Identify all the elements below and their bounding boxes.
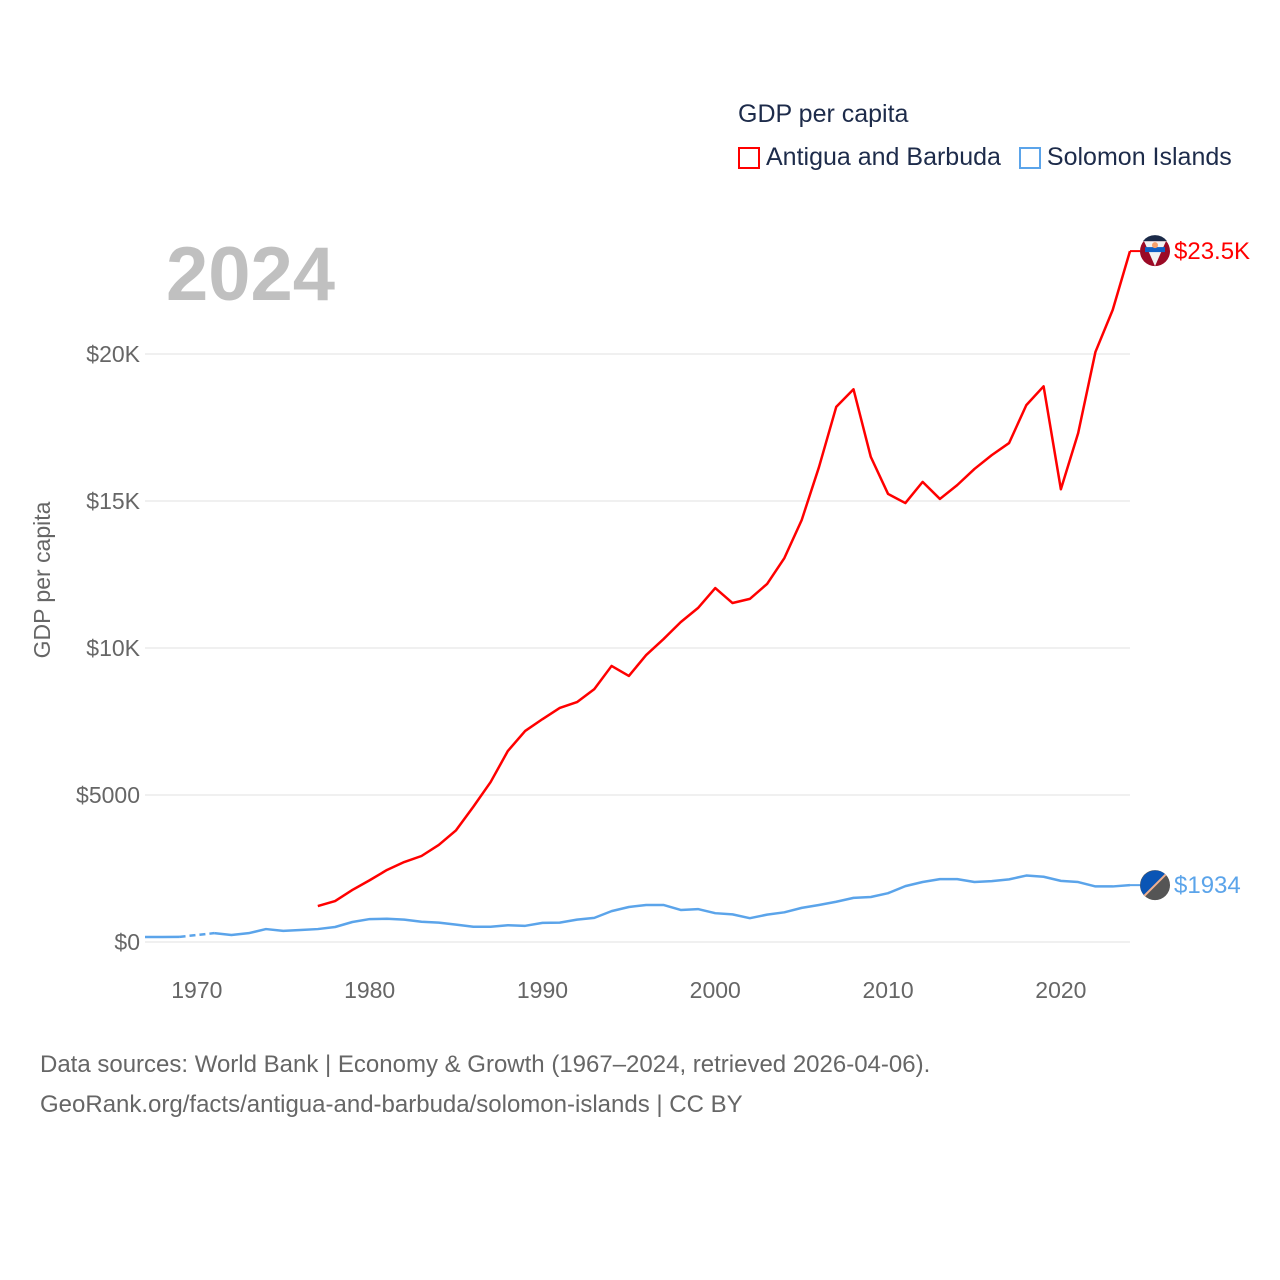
y-tick-label: $15K xyxy=(86,488,140,514)
x-tick-label: 2000 xyxy=(690,977,741,1003)
antigua-flag-icon xyxy=(1140,235,1170,267)
x-tick-label: 1970 xyxy=(171,977,222,1003)
x-tick-label: 1990 xyxy=(517,977,568,1003)
series-line-antigua xyxy=(317,250,1132,908)
legend-title: GDP per capita xyxy=(738,100,909,128)
legend-item-solomon[interactable]: Solomon Islands xyxy=(1018,143,1232,172)
legend-item-antigua[interactable]: Antigua and Barbuda xyxy=(738,143,1001,172)
footer: Data sources: World Bank | Economy & Gro… xyxy=(40,1045,930,1125)
legend-swatch xyxy=(1018,146,1041,169)
flag-sun xyxy=(1152,242,1158,249)
x-tick-label: 2010 xyxy=(862,977,913,1003)
flag-blue xyxy=(1140,870,1166,896)
series-line-solomon xyxy=(213,874,1131,937)
year-title: 2024 xyxy=(166,232,335,317)
end-value-label: $1934 xyxy=(1174,872,1241,899)
solomon-flag-icon xyxy=(1140,870,1170,901)
flag-stripe xyxy=(1143,873,1167,897)
data-sources: Data sources: World Bank | Economy & Gro… xyxy=(40,1051,931,1078)
flag-band xyxy=(1145,247,1165,253)
legend-label: Solomon Islands xyxy=(1046,143,1232,171)
y-axis-label: GDP per capita xyxy=(29,501,55,658)
y-tick-label: $10K xyxy=(86,635,140,661)
y-tick-label: $20K xyxy=(86,341,140,367)
end-value-label: $23.5K xyxy=(1174,238,1250,265)
gap-dash xyxy=(179,931,215,939)
x-tick-label: 1980 xyxy=(344,977,395,1003)
y-tick-label: $0 xyxy=(114,929,140,955)
legend-label: Antigua and Barbuda xyxy=(766,143,1001,171)
y-tick-label: $5000 xyxy=(76,782,140,808)
x-tick-label: 2020 xyxy=(1035,977,1086,1003)
legend-swatch xyxy=(738,146,760,169)
source-link[interactable]: GeoRank.org/facts/antigua-and-barbuda/so… xyxy=(40,1091,743,1118)
flag-top xyxy=(1143,235,1167,242)
legend: Antigua and Barbuda Solomon Islands xyxy=(738,143,1232,172)
